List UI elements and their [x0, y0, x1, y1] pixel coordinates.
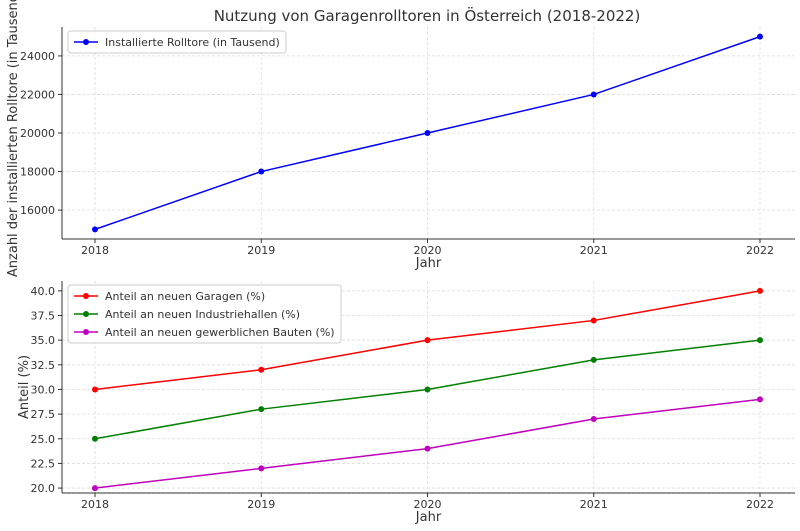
x-axis-label: Jahr: [415, 510, 442, 525]
legend-box: [67, 30, 287, 54]
x-tick-label: 2018: [81, 244, 109, 257]
data-point: [757, 287, 763, 294]
data-point: [258, 366, 265, 373]
y-tick-label: 40.0: [31, 285, 56, 298]
data-point: [757, 396, 763, 403]
legend-box: [67, 284, 342, 344]
y-axis-label: Anteil (%): [17, 355, 32, 419]
x-tick-label: 2019: [247, 498, 275, 511]
x-tick-label: 2018: [81, 498, 109, 511]
data-point: [258, 406, 265, 413]
data-point: [590, 317, 597, 324]
data-point: [757, 337, 763, 344]
data-point: [590, 416, 597, 423]
y-tick-label: 22000: [20, 88, 55, 101]
chart-title: Nutzung von Garagenrolltoren in Österrei…: [214, 6, 641, 25]
data-point: [92, 386, 98, 393]
x-tick-label: 2022: [746, 244, 774, 257]
x-tick-label: 2020: [414, 498, 442, 511]
data-point: [757, 33, 763, 40]
data-point: [92, 226, 98, 233]
data-point: [92, 485, 98, 492]
y-tick-label: 16000: [20, 204, 55, 217]
x-tick-label: 2021: [580, 498, 608, 511]
y-tick-label: 18000: [20, 166, 55, 179]
data-point: [258, 465, 265, 472]
legend-marker: [83, 293, 89, 299]
y-tick-label: 37.5: [31, 310, 56, 323]
data-point: [424, 445, 431, 452]
top-chart-panel: 16000 18000 20000 22000 24000 2018 2019 2020 202…: [6, 0, 795, 277]
x-tick-label: 2021: [580, 244, 608, 257]
legend-label: Installierte Rolltore (in Tausend): [105, 36, 280, 49]
bottom-chart-panel: 20.0 22.5 25.0 27.5 30.0 32.5 35.0 37.5 40.0 2018…: [17, 281, 795, 525]
legend-label: Anteil an neuen gewerblichen Bauten (%): [105, 326, 335, 339]
data-point: [424, 130, 431, 136]
data-point: [590, 356, 597, 363]
data-point: [92, 435, 98, 442]
data-point: [590, 91, 597, 98]
data-point: [424, 337, 431, 344]
y-tick-label: 22.5: [31, 457, 56, 470]
x-tick-label: 2020: [414, 244, 442, 257]
legend-marker: [83, 39, 89, 45]
y-tick-label: 20.0: [31, 482, 56, 495]
legend-label: Anteil an neuen Garagen (%): [105, 290, 265, 303]
x-axis-label: Jahr: [415, 256, 442, 271]
y-axis-label: Anzahl der installierten Rolltore (in Ta…: [6, 0, 21, 277]
y-tick-label: 24000: [20, 50, 55, 63]
y-tick-label: 20000: [20, 127, 55, 140]
data-point: [424, 386, 431, 393]
legend-label: Anteil an neuen Industriehallen (%): [105, 308, 300, 321]
y-tick-label: 30.0: [31, 383, 56, 396]
data-point: [258, 168, 265, 175]
x-tick-label: 2022: [746, 498, 774, 511]
y-tick-label: 27.5: [31, 408, 56, 421]
x-tick-label: 2019: [247, 244, 275, 257]
y-tick-label: 25.0: [31, 433, 56, 446]
y-tick-label: 32.5: [31, 359, 56, 372]
legend-marker: [83, 329, 89, 335]
legend-marker: [83, 311, 89, 317]
y-tick-label: 35.0: [31, 334, 56, 347]
